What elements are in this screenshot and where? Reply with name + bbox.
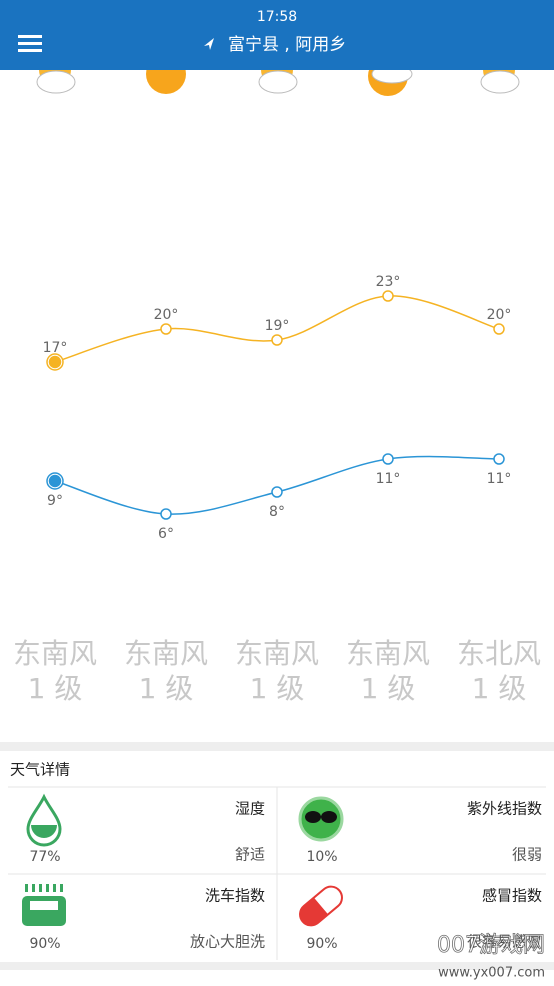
uv-icon	[298, 796, 344, 842]
low-label: 11°	[487, 471, 512, 487]
low-point	[493, 453, 505, 465]
wind-level: 1 级	[361, 672, 416, 705]
high-label: 19°	[265, 318, 290, 334]
divider	[0, 962, 554, 970]
low-point	[48, 474, 62, 488]
wash-drop	[39, 884, 42, 892]
app-bar	[0, 0, 554, 70]
wind-direction: 东南风	[124, 637, 208, 670]
watermark-name: 007游戏网	[437, 933, 545, 958]
high-point	[271, 334, 283, 346]
car-window	[30, 901, 58, 910]
detail-description: 很容易感冒	[467, 933, 542, 951]
high-label: 20°	[154, 307, 179, 323]
high-point	[382, 290, 394, 302]
car-icon	[22, 896, 66, 926]
wash-drop	[60, 884, 63, 892]
wash-drop	[25, 884, 28, 892]
detail-item: 湿度 77% 舒适	[26, 793, 265, 865]
wash-drop	[53, 884, 56, 892]
detail-item: 紫外线指数 10% 很弱	[298, 796, 542, 865]
detail-value: 10%	[306, 849, 337, 865]
wind-direction: 东南风	[235, 637, 319, 670]
humidity-fill	[31, 825, 57, 838]
details-title: 天气详情	[10, 761, 70, 779]
high-point	[48, 355, 62, 369]
detail-value: 90%	[306, 936, 337, 952]
pill-red	[300, 897, 329, 926]
wind-direction: 东南风	[346, 637, 430, 670]
glass	[321, 811, 337, 823]
menu-button[interactable]	[18, 35, 42, 52]
detail-name: 紫外线指数	[467, 800, 542, 818]
low-point	[160, 508, 172, 520]
temperature-chart: 17° 20° 19° 23° 20° 9° 6° 8° 11° 11°	[43, 274, 512, 542]
wash-drop	[32, 884, 35, 892]
watermark-url: www.yx007.com	[438, 966, 545, 981]
detail-name: 洗车指数	[205, 887, 265, 905]
high-label: 20°	[487, 307, 512, 323]
detail-name: 感冒指数	[482, 887, 542, 905]
wind-direction: 东南风	[13, 637, 97, 670]
high-point	[160, 323, 172, 335]
detail-item: 感冒指数 90% 很容易感冒	[299, 885, 542, 952]
wind-direction: 东北风	[457, 637, 541, 670]
glass	[305, 811, 321, 823]
low-label: 9°	[47, 493, 63, 509]
low-label: 11°	[376, 471, 401, 487]
detail-description: 舒适	[235, 846, 265, 864]
wind-level: 1 级	[28, 672, 83, 705]
wind-level: 1 级	[472, 672, 527, 705]
detail-description: 很弱	[512, 846, 542, 864]
detail-item: 洗车指数 90% 放心大胆洗	[22, 884, 265, 952]
detail-value: 77%	[29, 849, 60, 865]
high-label: 17°	[43, 340, 68, 356]
low-label: 8°	[269, 504, 285, 520]
wind-level: 1 级	[139, 672, 194, 705]
detail-value: 90%	[29, 936, 60, 952]
status-time: 17:58	[257, 9, 297, 25]
divider	[0, 742, 554, 751]
location-arrow	[204, 38, 214, 50]
low-point	[271, 486, 283, 498]
low-label: 6°	[158, 526, 174, 542]
detail-name: 湿度	[235, 800, 265, 818]
location[interactable]: 富宁县 , 阿用乡	[228, 35, 346, 55]
detail-description: 放心大胆洗	[190, 933, 265, 951]
low-point	[382, 453, 394, 465]
wind-level: 1 级	[250, 672, 305, 705]
high-point	[493, 323, 505, 335]
wash-drop	[46, 884, 49, 892]
high-label: 23°	[376, 274, 401, 290]
